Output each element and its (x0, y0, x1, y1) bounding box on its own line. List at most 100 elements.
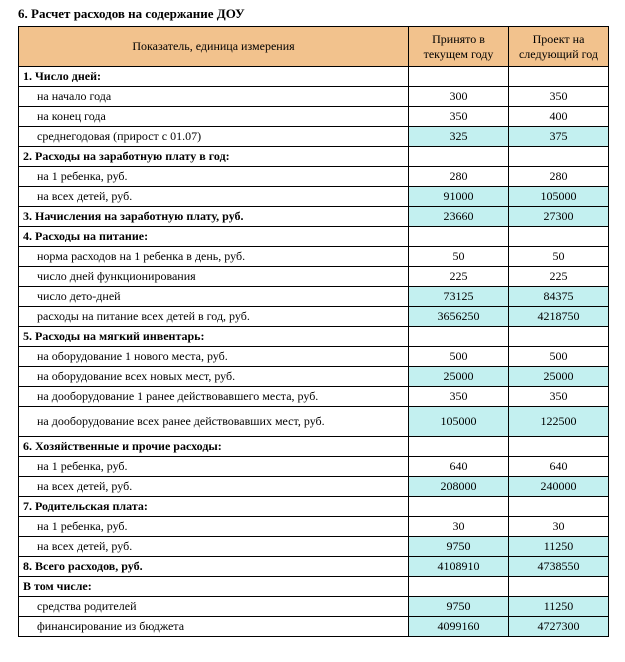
table-row: 2. Расходы на заработную плату в год: (19, 147, 609, 167)
cell-current[interactable] (409, 227, 509, 247)
cell-next[interactable]: 11250 (509, 537, 609, 557)
cell-next[interactable] (509, 147, 609, 167)
table-row: число дней функционирования225225 (19, 267, 609, 287)
table-row: 3. Начисления на заработную плату, руб.2… (19, 207, 609, 227)
table-row: на конец года350400 (19, 107, 609, 127)
cell-current[interactable]: 91000 (409, 187, 509, 207)
cell-current[interactable]: 350 (409, 387, 509, 407)
table-body: 1. Число дней:на начало года300350на кон… (19, 67, 609, 637)
cell-current[interactable]: 640 (409, 457, 509, 477)
row-label: на конец года (19, 107, 409, 127)
table-row: на всех детей, руб.975011250 (19, 537, 609, 557)
cell-current[interactable]: 105000 (409, 407, 509, 437)
row-label: на оборудование 1 нового места, руб. (19, 347, 409, 367)
table-row: расходы на питание всех детей в год, руб… (19, 307, 609, 327)
cell-next[interactable] (509, 577, 609, 597)
table-row: на всех детей, руб.208000240000 (19, 477, 609, 497)
cell-next[interactable]: 375 (509, 127, 609, 147)
cell-current[interactable]: 9750 (409, 597, 509, 617)
row-label: В том числе: (19, 577, 409, 597)
cell-next[interactable]: 105000 (509, 187, 609, 207)
cell-next[interactable]: 4218750 (509, 307, 609, 327)
row-label: на всех детей, руб. (19, 187, 409, 207)
cell-current[interactable] (409, 67, 509, 87)
cell-next[interactable] (509, 227, 609, 247)
table-row: на оборудование 1 нового места, руб.5005… (19, 347, 609, 367)
table-row: 4. Расходы на питание: (19, 227, 609, 247)
row-label: 2. Расходы на заработную плату в год: (19, 147, 409, 167)
cell-next[interactable]: 225 (509, 267, 609, 287)
row-label: на дооборудование 1 ранее действовавшего… (19, 387, 409, 407)
cell-next[interactable] (509, 497, 609, 517)
cell-current[interactable]: 350 (409, 107, 509, 127)
cell-next[interactable] (509, 67, 609, 87)
cell-next[interactable]: 350 (509, 387, 609, 407)
table-row: на 1 ребенка, руб.640640 (19, 457, 609, 477)
cell-next[interactable]: 640 (509, 457, 609, 477)
cell-current[interactable]: 4108910 (409, 557, 509, 577)
cell-next[interactable]: 122500 (509, 407, 609, 437)
cell-next[interactable]: 240000 (509, 477, 609, 497)
table-row: норма расходов на 1 ребенка в день, руб.… (19, 247, 609, 267)
cell-next[interactable]: 11250 (509, 597, 609, 617)
cell-current[interactable]: 225 (409, 267, 509, 287)
cell-next[interactable]: 50 (509, 247, 609, 267)
page-title: 6. Расчет расходов на содержание ДОУ (18, 4, 617, 26)
cell-current[interactable] (409, 327, 509, 347)
row-label: 4. Расходы на питание: (19, 227, 409, 247)
cell-current[interactable]: 25000 (409, 367, 509, 387)
cell-next[interactable]: 27300 (509, 207, 609, 227)
cell-current[interactable]: 50 (409, 247, 509, 267)
cell-next[interactable]: 400 (509, 107, 609, 127)
cell-next[interactable]: 25000 (509, 367, 609, 387)
table-row: В том числе: (19, 577, 609, 597)
table-row: на оборудование всех новых мест, руб.250… (19, 367, 609, 387)
cell-current[interactable]: 3656250 (409, 307, 509, 327)
cell-current[interactable]: 73125 (409, 287, 509, 307)
row-label: на начало года (19, 87, 409, 107)
row-label: финансирование из бюджета (19, 617, 409, 637)
cell-current[interactable]: 325 (409, 127, 509, 147)
row-label: расходы на питание всех детей в год, руб… (19, 307, 409, 327)
cell-current[interactable]: 9750 (409, 537, 509, 557)
row-label: на всех детей, руб. (19, 537, 409, 557)
row-label: 8. Всего расходов, руб. (19, 557, 409, 577)
cell-current[interactable]: 30 (409, 517, 509, 537)
table-row: на дооборудование всех ранее действовавш… (19, 407, 609, 437)
row-label: среднегодовая (прирост с 01.07) (19, 127, 409, 147)
cell-current[interactable] (409, 437, 509, 457)
cell-next[interactable]: 500 (509, 347, 609, 367)
col-header-next: Проект на следующий год (509, 27, 609, 67)
table-row: 5. Расходы на мягкий инвентарь: (19, 327, 609, 347)
cell-current[interactable] (409, 147, 509, 167)
row-label: на оборудование всех новых мест, руб. (19, 367, 409, 387)
row-label: на дооборудование всех ранее действовавш… (19, 407, 409, 437)
row-label: 3. Начисления на заработную плату, руб. (19, 207, 409, 227)
cell-next[interactable]: 30 (509, 517, 609, 537)
row-label: 1. Число дней: (19, 67, 409, 87)
cell-next[interactable] (509, 437, 609, 457)
col-header-current: Принято в текущем году (409, 27, 509, 67)
cell-next[interactable] (509, 327, 609, 347)
cell-current[interactable]: 500 (409, 347, 509, 367)
cell-next[interactable]: 280 (509, 167, 609, 187)
table-row: 8. Всего расходов, руб.41089104738550 (19, 557, 609, 577)
col-header-label: Показатель, единица измерения (19, 27, 409, 67)
cell-next[interactable]: 4738550 (509, 557, 609, 577)
cell-current[interactable]: 4099160 (409, 617, 509, 637)
cell-next[interactable]: 350 (509, 87, 609, 107)
cell-current[interactable]: 280 (409, 167, 509, 187)
row-label: на 1 ребенка, руб. (19, 167, 409, 187)
cell-next[interactable]: 84375 (509, 287, 609, 307)
cell-next[interactable]: 4727300 (509, 617, 609, 637)
cell-current[interactable]: 208000 (409, 477, 509, 497)
cell-current[interactable] (409, 497, 509, 517)
cell-current[interactable]: 300 (409, 87, 509, 107)
cell-current[interactable] (409, 577, 509, 597)
cell-current[interactable]: 23660 (409, 207, 509, 227)
table-row: финансирование из бюджета40991604727300 (19, 617, 609, 637)
table-row: на 1 ребенка, руб.280280 (19, 167, 609, 187)
table-row: 6. Хозяйственные и прочие расходы: (19, 437, 609, 457)
row-label: на 1 ребенка, руб. (19, 457, 409, 477)
table-row: среднегодовая (прирост с 01.07)325375 (19, 127, 609, 147)
